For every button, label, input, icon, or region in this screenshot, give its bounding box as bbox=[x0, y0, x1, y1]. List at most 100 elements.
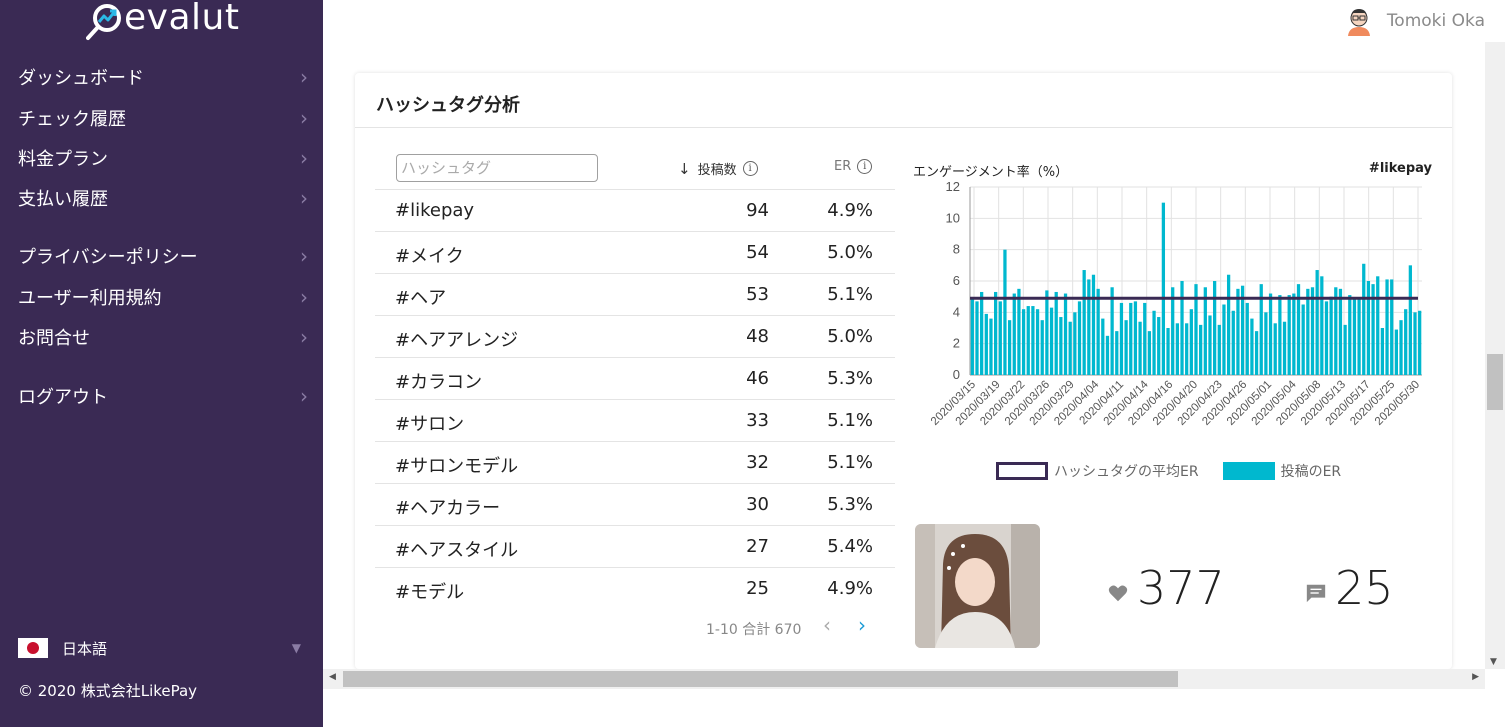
sidebar-item-pricing[interactable]: 料金プラン › bbox=[18, 143, 308, 173]
sidebar-item-label: ログアウト bbox=[18, 387, 108, 408]
table-row[interactable]: #サロン 33 5.1% bbox=[375, 399, 895, 441]
chart-bar bbox=[1143, 302, 1147, 375]
chart-bar bbox=[984, 313, 988, 375]
language-selector[interactable]: 日本語 ▼ bbox=[18, 636, 301, 660]
chart-bar bbox=[1254, 331, 1259, 375]
chart-bar bbox=[1310, 287, 1315, 375]
chart-bar bbox=[1133, 301, 1138, 375]
er-cell: 4.9% bbox=[827, 578, 873, 599]
chevron-right-icon[interactable]: › bbox=[858, 613, 866, 637]
column-header-posts[interactable]: ↓ 投稿数 i bbox=[678, 159, 758, 178]
table-row[interactable]: #ヘアスタイル 27 5.4% bbox=[375, 525, 895, 567]
table-row[interactable]: #ヘア 53 5.1% bbox=[375, 273, 895, 315]
y-tick-label: 6 bbox=[953, 273, 960, 288]
chart-bar bbox=[1240, 285, 1245, 375]
vertical-scrollbar[interactable]: ▼ bbox=[1485, 42, 1505, 669]
heart-icon bbox=[1108, 585, 1128, 602]
chevron-right-icon: › bbox=[300, 325, 308, 349]
sidebar-item-payment-history[interactable]: 支払い履歴 › bbox=[18, 183, 308, 213]
chart-bar bbox=[1371, 284, 1375, 375]
hashtag-cell: #サロンモデル bbox=[395, 456, 519, 477]
logo[interactable]: evalut bbox=[86, 0, 239, 42]
chart-bar bbox=[1301, 304, 1305, 375]
er-cell: 4.9% bbox=[827, 200, 873, 221]
table-row[interactable]: #likepay 94 4.9% bbox=[375, 189, 895, 231]
hashtag-cell: #メイク bbox=[395, 246, 464, 267]
chart-bar bbox=[1040, 320, 1044, 375]
er-cell: 5.1% bbox=[827, 452, 873, 473]
chart-bar bbox=[1166, 328, 1170, 375]
sidebar-item-logout[interactable]: ログアウト › bbox=[18, 381, 308, 411]
chart-bar bbox=[1189, 309, 1193, 375]
table-row[interactable]: #メイク 54 5.0% bbox=[375, 231, 895, 273]
chart-bar bbox=[1366, 281, 1371, 375]
user-menu[interactable]: Tomoki Oka bbox=[1345, 6, 1485, 36]
posts-cell: 27 bbox=[746, 536, 769, 557]
sidebar-item-terms[interactable]: ユーザー利用規約 › bbox=[18, 282, 308, 312]
table-row[interactable]: #モデル 25 4.9% bbox=[375, 567, 895, 609]
hashtag-cell: #ヘアカラー bbox=[395, 498, 501, 519]
info-icon[interactable]: i bbox=[742, 161, 758, 176]
chart-bar bbox=[1320, 276, 1324, 375]
legend-label-average: ハッシュタグの平均ER bbox=[1054, 464, 1199, 480]
chart-bar bbox=[1231, 310, 1235, 375]
chart-bar bbox=[1171, 287, 1175, 375]
sidebar-item-privacy-policy[interactable]: プライバシーポリシー › bbox=[18, 241, 308, 271]
chart-bar bbox=[1119, 302, 1124, 375]
table-row[interactable]: #サロンモデル 32 5.1% bbox=[375, 441, 895, 483]
sidebar-item-contact[interactable]: お問合せ › bbox=[18, 322, 308, 352]
chevron-right-icon: › bbox=[300, 65, 308, 89]
chart-bar bbox=[1175, 323, 1179, 375]
chart-bar bbox=[1394, 329, 1399, 375]
post-thumbnail[interactable] bbox=[915, 524, 1040, 648]
legend-swatch-average[interactable] bbox=[996, 462, 1048, 480]
sidebar-item-check-history[interactable]: チェック履歴 › bbox=[18, 103, 308, 133]
column-header-er[interactable]: ER i bbox=[834, 159, 873, 174]
chart-bar bbox=[1250, 318, 1254, 375]
horizontal-scrollbar[interactable]: ◀ ▶ bbox=[323, 669, 1485, 689]
chart-bar bbox=[1049, 307, 1054, 375]
sidebar-item-dashboard[interactable]: ダッシュボード › bbox=[18, 62, 308, 92]
table-row[interactable]: #ヘアアレンジ 48 5.0% bbox=[375, 315, 895, 357]
hashtag-cell: #likepay bbox=[395, 200, 475, 221]
chart-bar bbox=[1017, 288, 1021, 375]
scroll-left-arrow-icon[interactable]: ◀ bbox=[329, 672, 336, 682]
chart-bar bbox=[998, 301, 1002, 375]
chart-bar bbox=[1306, 288, 1310, 375]
chart-bar bbox=[1105, 335, 1110, 375]
chart-bar bbox=[1334, 287, 1338, 375]
comment-icon bbox=[1306, 584, 1326, 603]
hashtag-cell: #サロン bbox=[395, 414, 465, 435]
scroll-down-arrow-icon[interactable]: ▼ bbox=[1490, 657, 1497, 667]
legend-swatch-posts[interactable] bbox=[1222, 462, 1275, 480]
pagination-summary: 1-10 合計 670 bbox=[706, 622, 802, 638]
chart-bar bbox=[1115, 331, 1119, 375]
hashtag-cell: #ヘアアレンジ bbox=[395, 330, 519, 351]
table-row[interactable]: #ヘアカラー 30 5.3% bbox=[375, 483, 895, 525]
chart-bar bbox=[1343, 324, 1347, 375]
chart-bar bbox=[1324, 301, 1329, 375]
hashtag-cell: #カラコン bbox=[395, 372, 483, 393]
chart-selected-tag: #likepay bbox=[1368, 161, 1432, 176]
chart-bar bbox=[1213, 281, 1217, 375]
chart-bar bbox=[1054, 291, 1058, 375]
scrollbar-thumb[interactable] bbox=[343, 671, 1178, 687]
chevron-right-icon: › bbox=[300, 384, 308, 408]
hashtag-cell: #ヘア bbox=[395, 288, 447, 309]
chart-bar bbox=[1245, 302, 1249, 375]
scrollbar-thumb[interactable] bbox=[1487, 354, 1503, 410]
chart-bar bbox=[1278, 295, 1282, 375]
er-cell: 5.3% bbox=[827, 494, 873, 515]
chart-bar bbox=[1138, 321, 1142, 375]
y-tick-label: 0 bbox=[953, 367, 960, 382]
chart-bar bbox=[1101, 318, 1105, 375]
chart-bar bbox=[1031, 306, 1035, 375]
info-icon[interactable]: i bbox=[857, 159, 873, 174]
scroll-right-arrow-icon[interactable]: ▶ bbox=[1472, 672, 1479, 682]
chevron-right-icon: › bbox=[300, 244, 308, 268]
chart-bar bbox=[1268, 293, 1273, 375]
chevron-left-icon[interactable]: ‹ bbox=[823, 613, 831, 637]
table-row[interactable]: #カラコン 46 5.3% bbox=[375, 357, 895, 399]
hashtag-search-input[interactable] bbox=[396, 154, 598, 182]
chart-bar bbox=[1273, 323, 1277, 375]
